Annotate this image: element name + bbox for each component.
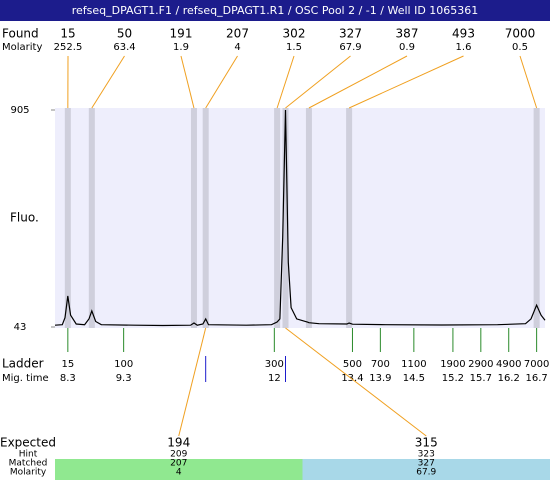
matched-band	[302, 459, 550, 480]
peak-band	[305, 108, 312, 328]
ladder-time: 15.2	[442, 373, 464, 384]
ladder-time: 8.3	[60, 373, 76, 384]
peak-connector	[348, 55, 464, 109]
found-size: 302	[283, 27, 306, 41]
found-molarity: 67.9	[339, 42, 361, 53]
expected-size: 315	[415, 436, 438, 450]
expected-molarity: 67.9	[416, 468, 436, 478]
plot-area	[55, 108, 545, 328]
expected-size: 194	[167, 436, 190, 450]
ladder-size: 300	[265, 359, 284, 370]
molarity-label: Molarity	[2, 42, 42, 53]
peak-band	[202, 108, 209, 328]
ladder-time: 13.9	[369, 373, 391, 384]
y-axis-label: Fluo.	[10, 211, 39, 225]
peak-band	[190, 108, 197, 328]
row-label: Matched	[9, 459, 48, 469]
y-tick-label: 43	[14, 322, 27, 333]
ladder-time: 15.7	[470, 373, 492, 384]
ladder-size: 4900	[496, 359, 521, 370]
ladder-time: 16.2	[498, 373, 520, 384]
peak-band	[88, 108, 95, 328]
peak-band	[274, 108, 281, 328]
found-label: Found	[2, 27, 39, 41]
peak-connector	[308, 55, 408, 109]
trace	[54, 109, 546, 327]
row-label: Molarity	[10, 468, 47, 478]
peak-connector	[276, 55, 295, 109]
ladder-label: Ladder	[2, 357, 44, 371]
peak-connector	[205, 55, 238, 109]
found-size: 7000	[505, 27, 536, 41]
found-molarity: 0.9	[399, 42, 415, 53]
ladder-size: 7000	[524, 359, 549, 370]
peak-connector	[285, 55, 351, 109]
found-molarity: 1.6	[456, 42, 472, 53]
found-size: 15	[60, 27, 75, 41]
ladder-size: 500	[343, 359, 362, 370]
ladder-size: 100	[114, 359, 133, 370]
ladder-size: 15	[61, 359, 74, 370]
ladder-time: 16.7	[525, 373, 547, 384]
found-molarity: 1.9	[173, 42, 189, 53]
match-connector	[178, 327, 207, 437]
found-size: 327	[339, 27, 362, 41]
found-molarity: 4	[234, 42, 240, 53]
expected-matched: 327	[418, 459, 435, 469]
found-molarity: 0.5	[512, 42, 528, 53]
ladder-size: 1100	[401, 359, 426, 370]
found-size: 191	[170, 27, 193, 41]
matched-band	[55, 459, 303, 480]
match-connector	[285, 327, 427, 437]
ladder-time: 9.3	[116, 373, 132, 384]
found-size: 207	[226, 27, 249, 41]
peak-connector	[519, 55, 538, 109]
header-title: refseq_DPAGT1.F1 / refseq_DPAGT1.R1 / OS…	[72, 4, 479, 17]
ladder-time: 13.4	[341, 373, 363, 384]
found-molarity: 252.5	[54, 42, 83, 53]
expected-hint: 323	[418, 450, 435, 460]
found-size: 387	[396, 27, 419, 41]
peak-band	[533, 108, 540, 328]
found-size: 493	[452, 27, 475, 41]
expected-hint: 209	[170, 450, 187, 460]
peak-connector	[180, 55, 195, 109]
ladder-time: 12	[268, 373, 281, 384]
ladder-size: 700	[371, 359, 390, 370]
mig-time-label: Mig. time	[2, 373, 49, 384]
peak-band	[282, 108, 289, 328]
y-tick-label: 905	[10, 105, 29, 116]
found-size: 50	[117, 27, 132, 41]
expected-matched: 207	[170, 459, 187, 469]
found-molarity: 63.4	[113, 42, 135, 53]
found-molarity: 1.5	[286, 42, 302, 53]
peak-band	[346, 108, 353, 328]
peak-connector	[91, 55, 125, 109]
ladder-time: 14.5	[403, 373, 425, 384]
ladder-size: 2900	[468, 359, 493, 370]
ladder-size: 1900	[440, 359, 465, 370]
expected-molarity: 4	[176, 468, 182, 478]
peak-band	[64, 108, 71, 328]
header-bar	[0, 0, 550, 21]
row-label: Hint	[19, 450, 38, 460]
expected-label: Expected	[0, 436, 56, 450]
